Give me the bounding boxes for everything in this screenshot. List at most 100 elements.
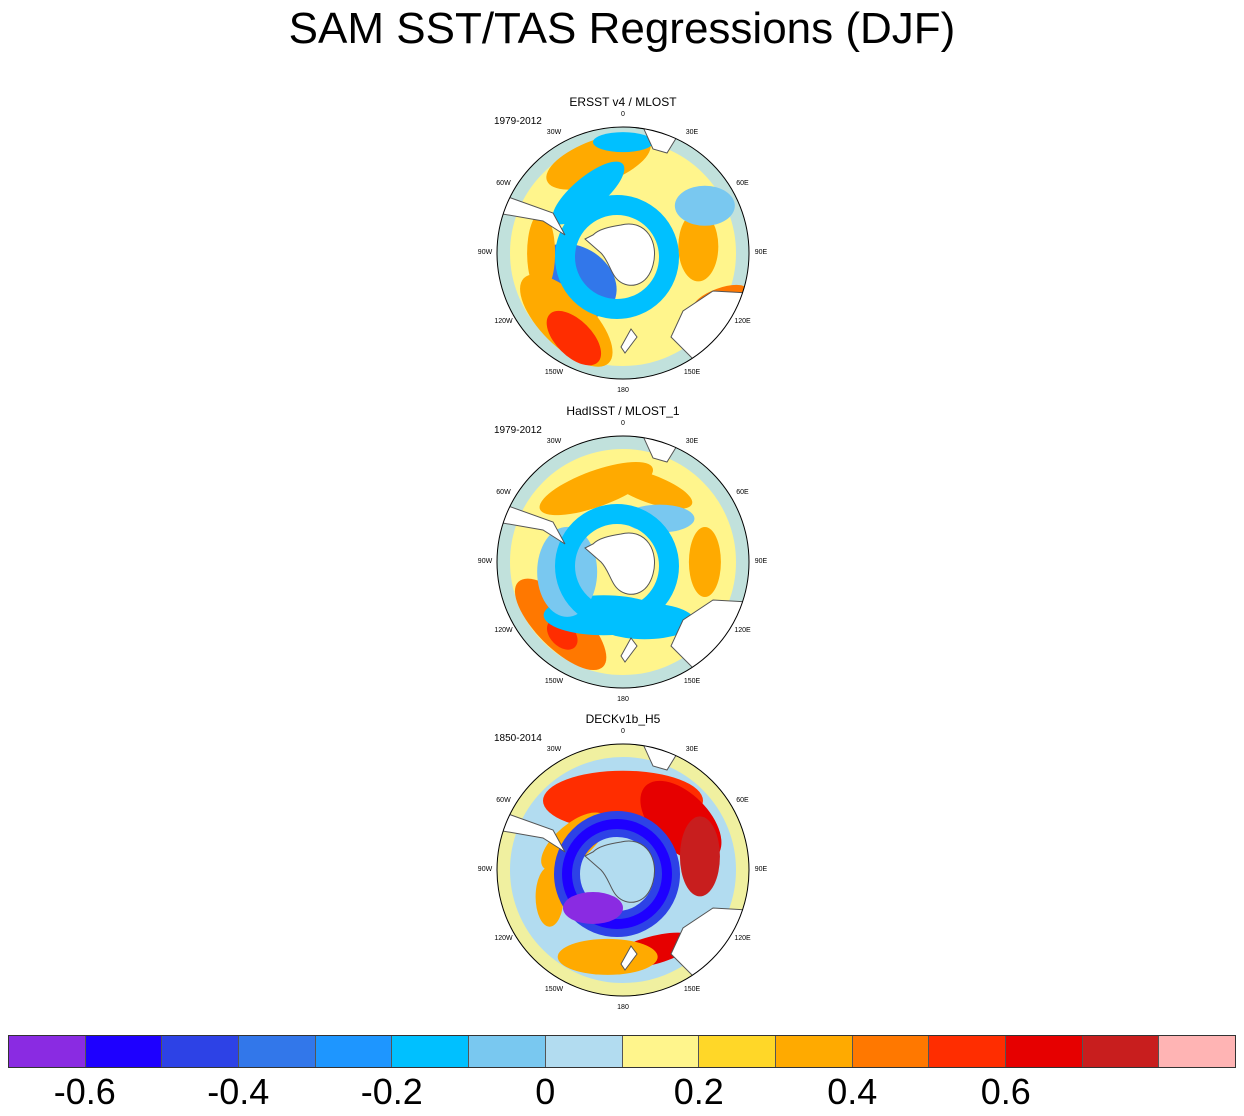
longitude-label: 150E <box>683 368 701 376</box>
panel-title: DECKv1b_H5 <box>585 712 661 726</box>
longitude-label: 180 <box>617 696 629 703</box>
antarctica-landmass <box>584 223 655 286</box>
polar-map-panel: DECKv1b_H5 1850-2014 0 30E 60E 90E 120E 150E 1… <box>460 712 786 1020</box>
circumpolar-anomaly-ring <box>555 195 679 319</box>
longitude-label: 0 <box>621 111 625 118</box>
colorbar-tick-label: 0 <box>535 1071 556 1112</box>
colorbar <box>8 1035 1236 1068</box>
field-anomaly-blob <box>563 892 623 924</box>
longitude-label: 150W <box>544 985 564 993</box>
colorbar-box <box>469 1036 546 1067</box>
map-boundary <box>496 435 750 689</box>
longitude-label: 120E <box>734 935 751 942</box>
longitude-label: 90W <box>477 866 493 873</box>
longitude-label: 30W <box>546 438 562 446</box>
longitude-label: 120E <box>734 318 751 325</box>
colorbar-box <box>699 1036 776 1067</box>
longitude-label: 180 <box>617 387 629 394</box>
polar-map-panel: ERSST v4 / MLOST 1979-2012 0 30E 60E 90E 120… <box>460 95 786 403</box>
field-rim <box>497 744 749 996</box>
colorbar-tick-label: 0.4 <box>827 1071 878 1112</box>
colorbar-box <box>162 1036 240 1067</box>
new-zealand-landmass <box>620 328 638 354</box>
longitude-label: 60W <box>496 489 511 496</box>
panel-title: HadISST / MLOST_1 <box>566 404 680 418</box>
longitude-label: 90W <box>477 249 493 256</box>
colorbar-tick-label: 0.2 <box>673 1071 724 1112</box>
map-boundary <box>496 126 750 380</box>
colorbar-box <box>775 1036 853 1067</box>
new-zealand-landmass <box>620 637 638 663</box>
longitude-label: 30E <box>685 438 699 446</box>
field-rim <box>497 436 749 688</box>
south-america-landmass <box>497 192 566 236</box>
longitude-label: 90W <box>477 558 493 565</box>
field-anomaly-blob <box>674 185 735 226</box>
longitude-label: 60E <box>736 489 749 496</box>
period-label: 1850-2014 <box>494 733 542 744</box>
longitude-label: 30E <box>685 746 699 754</box>
circumpolar-core-ring <box>562 819 672 929</box>
period-label: 1979-2012 <box>494 116 542 127</box>
map-boundary <box>496 743 750 997</box>
longitude-label: 120W <box>494 935 513 942</box>
longitude-label: 60W <box>496 797 511 804</box>
antarctica-landmass <box>584 840 655 903</box>
longitude-label: 90E <box>754 558 768 565</box>
colorbar-box <box>315 1036 393 1067</box>
polar-map <box>496 435 750 689</box>
colorbar-box <box>1082 1036 1160 1067</box>
colorbar-box <box>1159 1036 1235 1067</box>
longitude-label: 180 <box>617 1004 629 1011</box>
colorbar-box <box>1005 1036 1083 1067</box>
colorbar-box <box>545 1036 623 1067</box>
colorbar-box <box>9 1036 86 1067</box>
colorbar-box <box>392 1036 470 1067</box>
longitude-label: 150E <box>683 677 701 685</box>
colorbar-box <box>622 1036 700 1067</box>
polar-map <box>496 126 750 380</box>
longitude-label: 60E <box>736 180 749 187</box>
longitude-label: 30W <box>546 129 562 137</box>
longitude-label: 90E <box>754 866 768 873</box>
longitude-label: 60E <box>736 797 749 804</box>
longitude-label: 150W <box>544 677 564 685</box>
field-anomaly-blob <box>593 132 653 153</box>
field-anomaly-blob <box>679 816 720 897</box>
field-anomaly-blob <box>557 938 658 975</box>
longitude-label: 30E <box>685 129 699 137</box>
longitude-label: 120W <box>494 627 513 634</box>
longitude-label: 0 <box>621 420 625 427</box>
longitude-label: 60W <box>496 180 511 187</box>
field-anomaly-blob <box>546 310 602 366</box>
colorbar-tick-label: -0.6 <box>53 1071 116 1112</box>
polar-map-panel: HadISST / MLOST_1 1979-2012 0 30E 60E 90E 12… <box>460 404 786 712</box>
longitude-label: 90E <box>754 249 768 256</box>
south-america-landmass <box>497 501 566 545</box>
longitude-label: 150E <box>683 985 701 993</box>
colorbar-tick-label: -0.2 <box>360 1071 423 1112</box>
field-anomaly-blob <box>678 211 719 282</box>
colorbar-tick-label: 0.6 <box>980 1071 1031 1112</box>
longitude-label: 120W <box>494 318 513 325</box>
colorbar-box <box>239 1036 316 1067</box>
colorbar-box <box>852 1036 930 1067</box>
longitude-label: 120E <box>734 627 751 634</box>
field-anomaly-blob <box>527 213 556 293</box>
panel-title: ERSST v4 / MLOST <box>569 95 677 109</box>
colorbar-box <box>929 1036 1006 1067</box>
circumpolar-anomaly-ring <box>555 504 679 628</box>
field-anomaly-blob <box>552 161 625 225</box>
figure-title: SAM SST/TAS Regressions (DJF) <box>288 4 956 53</box>
field-anomaly-blob <box>607 468 693 509</box>
field-anomaly-blob <box>688 527 721 597</box>
period-label: 1979-2012 <box>494 425 542 436</box>
colorbar-box <box>85 1036 163 1067</box>
longitude-label: 0 <box>621 728 625 735</box>
polar-map <box>496 743 750 997</box>
longitude-label: 150W <box>544 368 564 376</box>
antarctica-landmass <box>584 532 655 595</box>
south-america-landmass <box>497 809 566 853</box>
longitude-label: 30W <box>546 746 562 754</box>
new-zealand-landmass <box>620 945 638 971</box>
